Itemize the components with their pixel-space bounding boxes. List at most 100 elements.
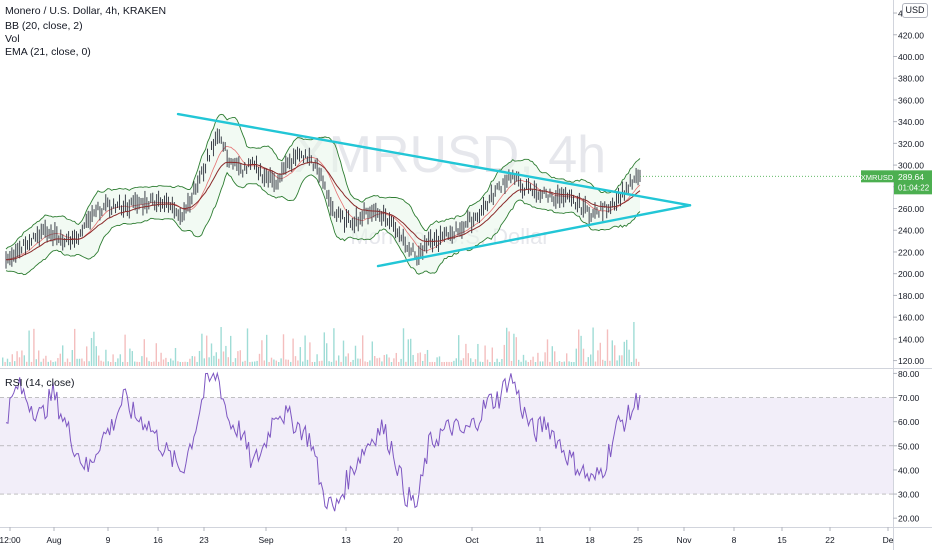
volume-bar	[165, 357, 167, 366]
volume-bar	[232, 361, 234, 366]
volume-bar	[556, 361, 558, 366]
volume-bar	[479, 361, 481, 366]
volume-bar	[306, 359, 309, 366]
volume-bar	[162, 359, 165, 366]
volume-bar	[537, 352, 539, 366]
volume-bar	[285, 359, 287, 366]
volume-bar	[323, 332, 325, 366]
volume-bar	[412, 354, 414, 366]
volume-bar	[208, 357, 210, 366]
volume-bar	[45, 355, 47, 366]
rsi-tick-label: 60.00	[898, 417, 920, 427]
price-tick-label: 380.00	[898, 74, 924, 84]
price-tick-label: 220.00	[898, 247, 924, 257]
volume-bar	[33, 328, 35, 366]
volume-bar	[134, 361, 136, 366]
time-tick-label: 16	[153, 535, 163, 545]
volume-bar	[462, 358, 465, 366]
axes: 440.00420.00400.00380.00360.00340.00320.…	[0, 9, 932, 545]
price-tick-label: 200.00	[898, 269, 924, 279]
indicator-bb-label[interactable]: BB (20, close, 2)	[5, 20, 83, 32]
time-tick-label: 12:00	[0, 535, 21, 545]
volume-bar	[268, 361, 270, 366]
volume-bar	[170, 358, 172, 366]
watermark-ticker: XMRUSD, 4h	[294, 126, 606, 184]
volume-bar	[357, 358, 359, 366]
time-tick-label: 23	[199, 535, 209, 545]
volume-bar	[280, 358, 282, 366]
volume-bar	[246, 328, 249, 366]
volume-bar	[158, 361, 160, 366]
time-tick-label: Oct	[465, 535, 479, 545]
indicator-rsi-label[interactable]: RSI (14, close)	[5, 377, 75, 389]
volume-bar	[582, 348, 585, 366]
volume-bar	[222, 351, 225, 366]
volume-bar	[26, 361, 28, 366]
currency-badge[interactable]: USD	[902, 3, 928, 18]
time-tick-label: 22	[825, 535, 835, 545]
volume-bar	[148, 361, 150, 366]
volume-bar	[88, 361, 90, 366]
volume-bar	[422, 360, 424, 366]
volume-bar	[6, 358, 9, 366]
indicator-ema-label[interactable]: EMA (21, close, 0)	[5, 46, 91, 58]
volume-bar	[42, 358, 45, 366]
trendlines[interactable]	[176, 112, 692, 268]
volume-bar	[314, 361, 316, 366]
volume-bar	[386, 354, 388, 366]
bollinger-fill	[6, 114, 640, 275]
volume-bar	[153, 361, 155, 366]
volume-bar	[626, 339, 628, 366]
volume-bar	[203, 358, 205, 366]
indicator-vol-label[interactable]: Vol	[5, 33, 20, 45]
volume-bar	[513, 333, 515, 366]
volume-bar	[410, 338, 412, 366]
volume-bar	[141, 356, 143, 366]
symbol-title[interactable]: Monero / U.S. Dollar, 4h, KRAKEN	[5, 5, 167, 17]
volume-bar	[518, 359, 520, 366]
volume-bar	[297, 360, 299, 366]
volume-bar	[251, 361, 253, 366]
volume-bar	[345, 356, 347, 366]
price-tag-countdown: 01:04:22	[898, 183, 930, 192]
volume-bar	[443, 361, 445, 366]
volume-bar	[551, 346, 553, 366]
volume-bar	[213, 355, 215, 366]
volume-bar	[570, 361, 573, 366]
volume-bar	[491, 347, 493, 366]
volume-bar	[242, 361, 244, 366]
volume-bar	[383, 354, 385, 366]
time-tick-label: 20	[393, 535, 403, 545]
volume-bar	[369, 360, 371, 366]
rsi-tick-label: 20.00	[898, 514, 920, 524]
price-tick-label: 360.00	[898, 95, 924, 105]
volume-bar	[534, 362, 537, 366]
volume-bar	[14, 361, 16, 366]
rsi-line	[5, 371, 641, 512]
volume-bar	[316, 354, 318, 366]
time-tick-label: 8	[732, 535, 737, 545]
volume-bar	[568, 361, 570, 366]
volume-bar	[390, 362, 393, 366]
volume-bar	[532, 356, 534, 366]
volume-bar	[172, 360, 174, 366]
volume-bar	[506, 327, 508, 366]
volume-bar	[254, 361, 256, 366]
volume-bar	[604, 360, 606, 366]
volume-bar	[59, 353, 61, 366]
time-tick-label: De	[883, 535, 894, 545]
volume-bar	[400, 358, 402, 366]
volume-bar	[424, 353, 426, 366]
volume-bar	[482, 361, 484, 366]
volume-bar	[191, 356, 193, 366]
volume-bar	[244, 360, 246, 366]
volume-bar	[376, 358, 378, 366]
volume-bar	[530, 359, 532, 366]
volume-bar	[599, 342, 601, 366]
volume-bar	[146, 357, 148, 366]
volume-bar	[182, 361, 184, 366]
volume-bar	[35, 359, 37, 366]
volume-bar	[249, 361, 251, 366]
volume-bar	[52, 361, 54, 366]
